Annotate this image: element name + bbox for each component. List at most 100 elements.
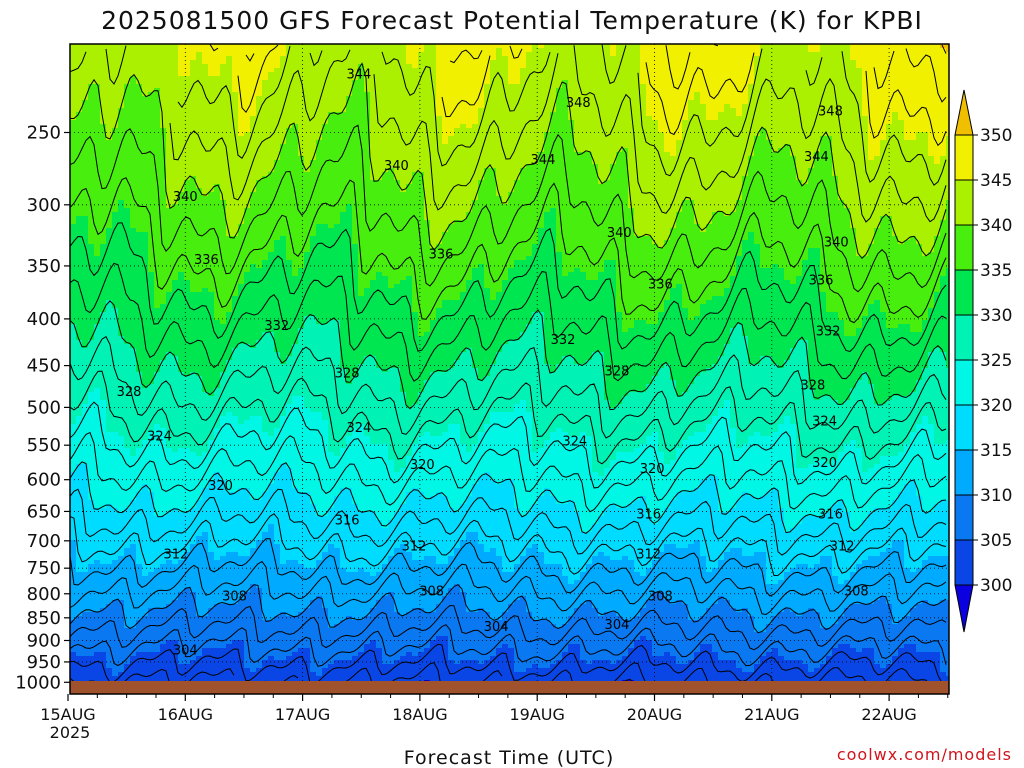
color-band-cell — [304, 568, 311, 609]
color-band-cell — [718, 660, 725, 694]
colorbar-segment — [954, 179, 974, 226]
x-tick-label: 17AUG — [275, 705, 330, 724]
color-band-cell — [478, 180, 485, 265]
color-band-cell — [694, 488, 701, 541]
color-band-cell — [394, 512, 401, 549]
color-band-cell — [916, 424, 923, 497]
color-band-cell — [538, 152, 545, 229]
contour-line — [70, 45, 947, 223]
color-band-cell — [268, 524, 275, 621]
color-band-cell — [664, 600, 671, 653]
color-band-cell — [172, 508, 179, 565]
color-band-cell — [442, 144, 449, 233]
color-band-cell — [358, 652, 365, 689]
contour-label: 344 — [804, 150, 829, 165]
color-band-cell — [202, 616, 209, 649]
color-band-cell — [298, 268, 305, 329]
color-band-cell — [154, 44, 161, 89]
color-band-cell — [130, 500, 137, 545]
color-band-cell — [820, 396, 827, 461]
color-band-cell — [418, 560, 425, 609]
color-band-cell — [874, 664, 881, 694]
color-band-cell — [928, 604, 935, 653]
color-band-cell — [784, 572, 791, 609]
color-band-cell — [676, 44, 683, 141]
color-band-cell — [652, 524, 659, 561]
color-band-cell — [304, 252, 311, 317]
color-band-cell — [796, 564, 803, 617]
color-band-cell — [490, 548, 497, 621]
color-band-cell — [250, 548, 257, 585]
color-band-cell — [346, 96, 353, 205]
color-band-cell — [586, 532, 593, 565]
x-tick-label: 21AUG — [744, 705, 799, 724]
color-band-cell — [130, 656, 137, 689]
color-band-cell — [712, 212, 719, 297]
color-band-cell — [934, 236, 941, 293]
color-band-cell — [280, 364, 287, 417]
color-band-cell — [832, 44, 839, 177]
color-band-cell — [652, 120, 659, 245]
color-band-cell — [82, 612, 89, 657]
color-band-cell — [730, 44, 737, 109]
color-band-cell — [826, 628, 833, 657]
color-band-cell — [82, 656, 89, 694]
color-band-cell — [658, 132, 665, 249]
color-band-cell — [142, 44, 149, 97]
color-band-cell — [244, 344, 251, 421]
color-band-cell — [430, 44, 437, 249]
color-band-cell — [658, 44, 665, 133]
color-band-cell — [820, 292, 827, 397]
color-band-cell — [796, 180, 803, 277]
color-band-cell — [322, 224, 329, 325]
color-band-cell — [562, 504, 569, 577]
contour-line — [70, 604, 947, 651]
color-band-cell — [652, 432, 659, 525]
color-band-cell — [430, 320, 437, 373]
color-band-cell — [478, 432, 485, 477]
color-band-cell — [490, 412, 497, 481]
color-band-cell — [748, 156, 755, 233]
color-band-cell — [544, 132, 551, 213]
color-band-cell — [580, 604, 587, 661]
color-band-cell — [694, 620, 701, 653]
color-band-cell — [436, 372, 443, 437]
color-band-cell — [754, 552, 761, 633]
color-band-cell — [550, 372, 557, 433]
color-band-cell — [214, 560, 221, 605]
color-band-cell — [352, 620, 359, 657]
color-band-cell — [898, 620, 905, 649]
color-band-cell — [100, 608, 107, 653]
color-band-cell — [430, 556, 437, 613]
color-band-cell — [694, 92, 701, 225]
color-band-cell — [148, 572, 155, 609]
color-band-cell — [502, 612, 509, 645]
color-band-cell — [112, 44, 119, 129]
color-band-cell — [724, 400, 731, 513]
color-band-cell — [640, 84, 647, 237]
color-band-cell — [670, 544, 677, 605]
y-tick-label: 850 — [27, 608, 61, 629]
color-band-cell — [106, 44, 113, 141]
color-band-cell — [202, 488, 209, 533]
color-band-cell — [94, 560, 101, 613]
color-band-cell — [106, 228, 113, 301]
color-band-cell — [154, 608, 161, 653]
color-band-cell — [760, 128, 767, 269]
color-band-cell — [400, 392, 407, 469]
color-band-cell — [814, 612, 821, 669]
y-tick-label: 650 — [27, 501, 61, 522]
color-band-cell — [730, 660, 737, 694]
color-band-cell — [844, 336, 851, 401]
color-band-cell — [172, 640, 179, 694]
color-band-cell — [856, 68, 863, 257]
color-band-cell — [382, 44, 389, 173]
color-band-cell — [232, 44, 239, 93]
color-band-cell — [568, 356, 575, 437]
color-band-cell — [874, 300, 881, 405]
color-band-cell — [106, 140, 113, 229]
color-band-cell — [658, 552, 665, 593]
color-band-cell — [214, 76, 221, 185]
color-band-cell — [706, 572, 713, 609]
contour-line — [70, 401, 947, 489]
